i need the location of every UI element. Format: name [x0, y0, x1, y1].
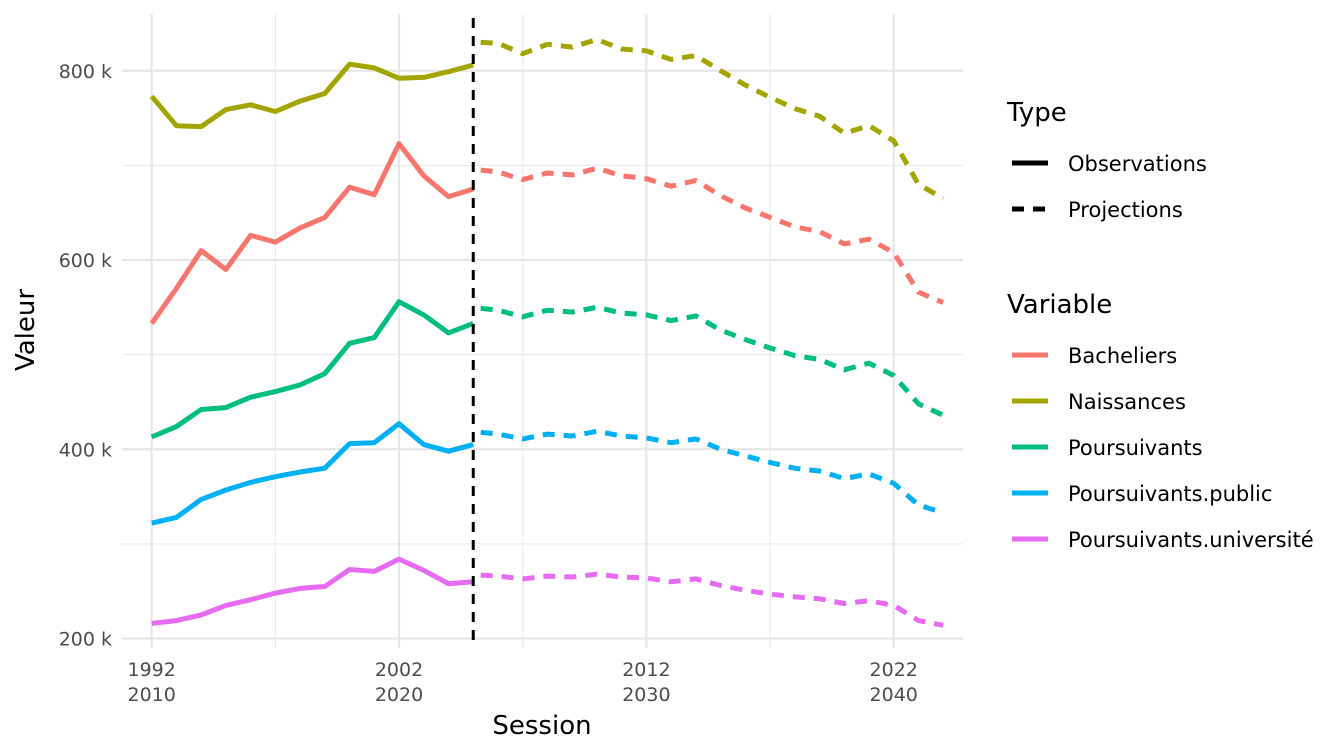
legend-type: Type Observations Projections	[1006, 98, 1207, 222]
y-tick-label: 800 k	[59, 61, 112, 83]
legend-label: Poursuivants.université	[1068, 528, 1314, 552]
x-axis-title: Session	[492, 711, 591, 741]
legend-type-title: Type	[1006, 98, 1067, 128]
series-bacheliers-projected	[480, 165, 945, 305]
x-tick-label: 2020	[375, 684, 423, 706]
series-naissances-observed	[149, 61, 474, 130]
y-axis-title: Valeur	[11, 289, 41, 371]
legend-label: Observations	[1068, 152, 1207, 176]
legend-label: Projections	[1068, 198, 1183, 222]
y-axis-ticks: 200 k 400 k 600 k 800 k	[59, 61, 112, 651]
minor-gridlines	[122, 14, 963, 648]
x-axis-ticks: 1992 2010 2002 2020 2012 2030 2022 2040	[128, 659, 918, 706]
x-tick-label: 2002	[375, 659, 423, 681]
series-lines	[149, 37, 945, 628]
x-tick-label: 1992	[128, 659, 176, 681]
series-poursuivants-projected	[480, 304, 945, 418]
legend-label: Bacheliers	[1068, 344, 1177, 368]
y-tick-label: 400 k	[59, 439, 112, 461]
x-tick-label: 2030	[622, 684, 670, 706]
legend-label: Poursuivants.public	[1068, 482, 1272, 506]
x-tick-label: 2010	[128, 684, 176, 706]
series-poursuivants-public-observed	[151, 421, 474, 526]
legend-label: Poursuivants	[1068, 436, 1203, 460]
y-tick-label: 200 k	[59, 629, 112, 651]
legend-variable-title: Variable	[1007, 290, 1112, 320]
series-naissances-projected	[480, 37, 945, 201]
series-poursuivants-universit--projected	[480, 571, 944, 628]
series-poursuivants-observed	[150, 299, 475, 440]
legend-label: Naissances	[1068, 390, 1186, 414]
x-tick-label: 2012	[622, 659, 670, 681]
series-bacheliers-observed	[149, 141, 474, 325]
major-gridlines	[122, 14, 963, 648]
y-tick-label: 600 k	[59, 250, 112, 272]
legend-variable: Variable Bacheliers Naissances Poursuivant…	[1007, 290, 1314, 552]
series-poursuivants-universit--observed	[151, 556, 474, 626]
x-tick-label: 2022	[870, 659, 918, 681]
x-tick-label: 2040	[870, 684, 918, 706]
series-poursuivants-public-projected	[480, 428, 944, 516]
